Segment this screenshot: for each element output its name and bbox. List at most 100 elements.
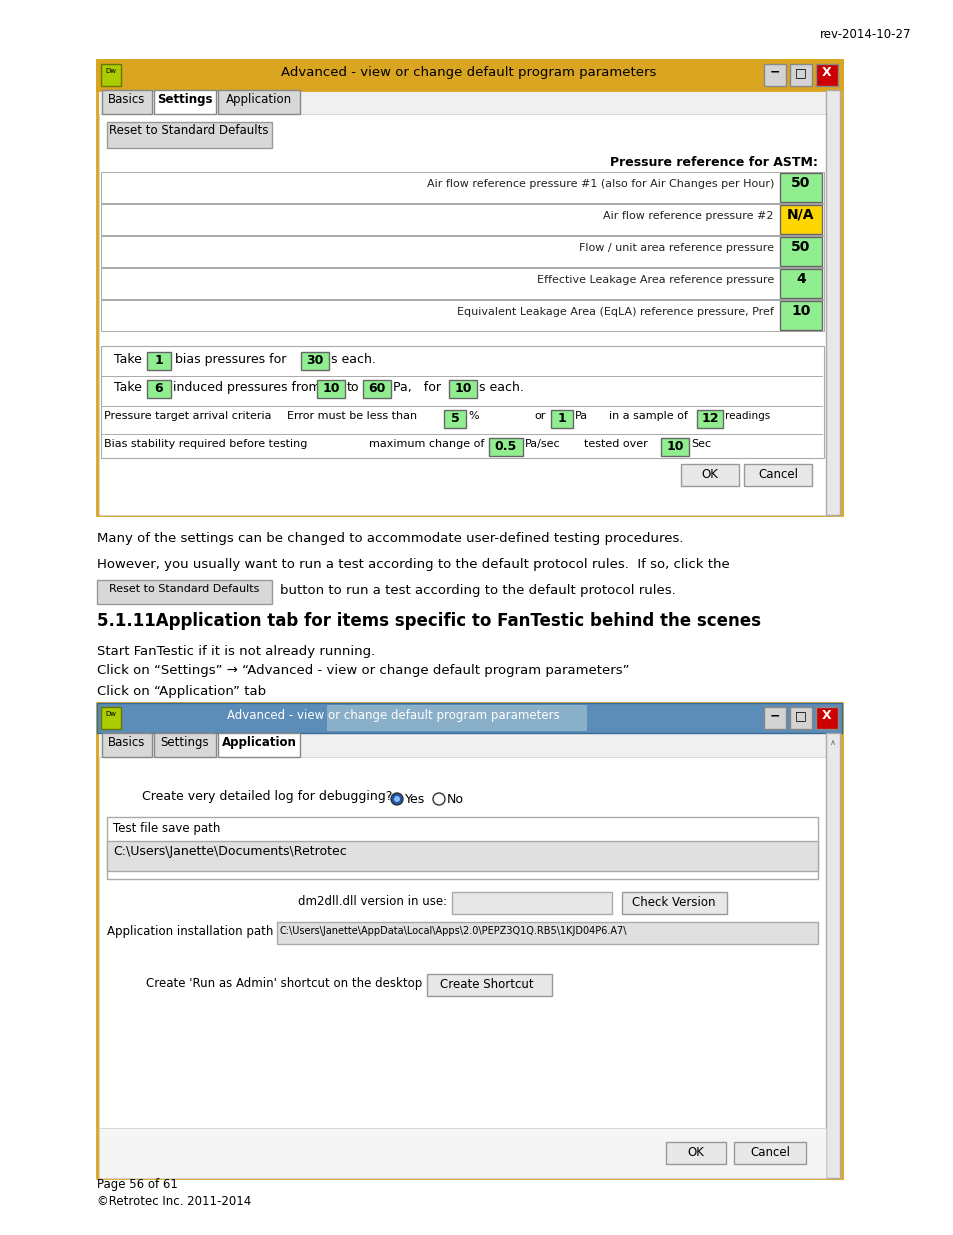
Bar — [449, 380, 476, 398]
Text: 0.5: 0.5 — [495, 440, 517, 453]
Text: Dw: Dw — [106, 68, 116, 74]
Bar — [97, 703, 841, 1178]
Bar — [99, 757, 825, 1178]
Bar — [697, 410, 722, 429]
Text: readings: readings — [724, 411, 769, 421]
Text: Cancel: Cancel — [758, 468, 797, 480]
Text: □: □ — [794, 709, 806, 722]
Text: 1: 1 — [154, 354, 163, 367]
Text: Take: Take — [113, 353, 142, 366]
Text: Pressure target arrival criteria: Pressure target arrival criteria — [104, 411, 272, 421]
Text: −: − — [769, 65, 780, 79]
Bar — [107, 122, 272, 148]
Text: X: X — [821, 65, 831, 79]
Text: to: to — [347, 382, 359, 394]
Bar — [443, 410, 465, 429]
Text: Pa,   for: Pa, for — [393, 382, 440, 394]
Bar — [101, 706, 121, 729]
Text: s each.: s each. — [331, 353, 375, 366]
Bar — [147, 352, 171, 370]
Text: OK: OK — [700, 468, 718, 480]
Text: Bias stability required before testing: Bias stability required before testing — [104, 438, 307, 450]
Text: However, you usually want to run a test according to the default protocol rules.: However, you usually want to run a test … — [97, 558, 729, 571]
Text: Take: Take — [113, 382, 142, 394]
Text: 5: 5 — [450, 412, 459, 425]
Bar — [97, 580, 272, 604]
Bar — [153, 90, 215, 114]
Bar — [101, 346, 823, 458]
Text: Pa: Pa — [575, 411, 587, 421]
Text: Air flow reference pressure #1 (also for Air Changes per Hour): Air flow reference pressure #1 (also for… — [426, 179, 773, 189]
Text: Basics: Basics — [109, 736, 146, 748]
Bar — [660, 438, 688, 456]
Text: Click on “Application” tab: Click on “Application” tab — [97, 685, 266, 698]
Text: Advanced - view or change default program parameters: Advanced - view or change default progra… — [281, 65, 656, 79]
Text: Error must be less than: Error must be less than — [287, 411, 416, 421]
Text: Settings: Settings — [157, 93, 213, 106]
Text: □: □ — [794, 65, 806, 79]
Text: N/A: N/A — [786, 207, 814, 222]
Bar — [327, 705, 586, 731]
Bar — [427, 974, 552, 995]
Bar — [102, 734, 152, 757]
Text: Application: Application — [221, 736, 296, 748]
Text: 10: 10 — [665, 440, 683, 453]
Text: 50: 50 — [790, 240, 810, 254]
Text: Dw: Dw — [106, 711, 116, 718]
Bar — [621, 892, 726, 914]
Text: 5.1.11Application tab for items specific to FanTestic behind the scenes: 5.1.11Application tab for items specific… — [97, 613, 760, 630]
Text: 60: 60 — [368, 382, 385, 395]
Text: Reset to Standard Defaults: Reset to Standard Defaults — [109, 584, 259, 594]
Text: X: X — [821, 709, 831, 722]
Bar — [733, 1142, 805, 1165]
Text: Settings: Settings — [160, 736, 209, 748]
Text: Pa/sec: Pa/sec — [524, 438, 560, 450]
Bar — [743, 464, 811, 487]
Circle shape — [391, 793, 402, 805]
Text: or: or — [534, 411, 545, 421]
Bar — [815, 64, 837, 86]
Bar — [489, 438, 522, 456]
Text: 10: 10 — [322, 382, 339, 395]
Text: Create 'Run as Admin' shortcut on the desktop: Create 'Run as Admin' shortcut on the de… — [146, 977, 421, 990]
Text: Application installation path: Application installation path — [107, 925, 274, 939]
Bar — [107, 841, 817, 871]
Text: 6: 6 — [154, 382, 163, 395]
Bar — [101, 172, 823, 203]
Text: C:\Users\Janette\AppData\Local\Apps\2.0\PEPZ3Q1Q.RB5\1KJD04P6.A7\: C:\Users\Janette\AppData\Local\Apps\2.0\… — [280, 926, 627, 936]
Bar — [101, 64, 121, 86]
Bar — [780, 269, 821, 298]
Text: Test file save path: Test file save path — [112, 823, 220, 835]
Text: Air flow reference pressure #2: Air flow reference pressure #2 — [603, 211, 773, 221]
Text: s each.: s each. — [478, 382, 523, 394]
Text: 10: 10 — [790, 304, 810, 317]
Text: Application: Application — [226, 93, 292, 106]
Text: Basics: Basics — [109, 93, 146, 106]
Bar — [97, 61, 841, 90]
Text: Flow / unit area reference pressure: Flow / unit area reference pressure — [578, 243, 773, 253]
Text: Cancel: Cancel — [749, 1146, 789, 1158]
Bar — [825, 734, 840, 1178]
Text: Check Version: Check Version — [632, 897, 715, 909]
Text: rev-2014-10-27: rev-2014-10-27 — [820, 28, 910, 41]
Text: Create very detailed log for debugging?: Create very detailed log for debugging? — [141, 790, 392, 803]
Bar — [101, 204, 823, 235]
Bar — [363, 380, 391, 398]
Circle shape — [433, 793, 444, 805]
Text: −: − — [769, 709, 780, 722]
Text: ∧: ∧ — [829, 739, 835, 747]
Bar — [789, 64, 811, 86]
Bar — [789, 706, 811, 729]
Text: button to run a test according to the default protocol rules.: button to run a test according to the de… — [280, 584, 675, 597]
Bar — [218, 90, 299, 114]
Bar — [276, 923, 817, 944]
Text: 4: 4 — [796, 272, 805, 287]
Bar — [99, 114, 825, 515]
Text: %: % — [468, 411, 478, 421]
Text: Advanced - view or change default program parameters: Advanced - view or change default progra… — [227, 709, 559, 722]
Bar — [99, 1128, 825, 1178]
Bar — [665, 1142, 725, 1165]
Bar — [551, 410, 573, 429]
Text: ©Retrotec Inc. 2011-2014: ©Retrotec Inc. 2011-2014 — [97, 1195, 251, 1208]
Bar — [101, 236, 823, 267]
